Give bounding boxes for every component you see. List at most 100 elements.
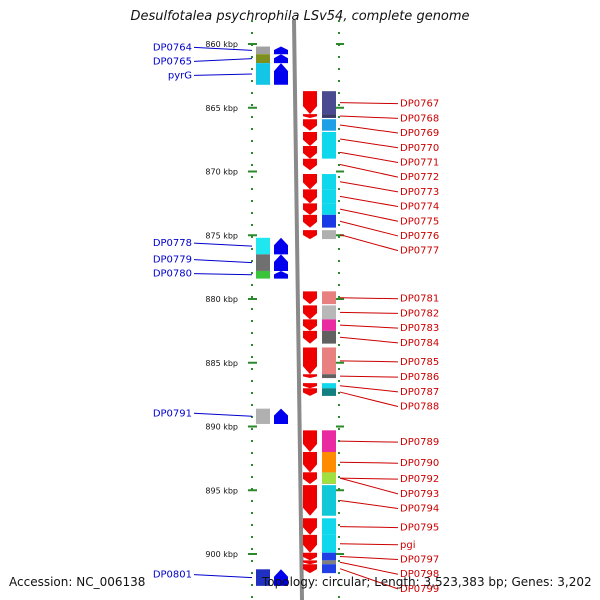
reverse-label-callout [339,234,399,252]
reverse-label-callout [339,124,399,134]
reverse-gene-label: DP0789 [400,437,439,448]
ruler-tick-label: 870 kbp [205,168,238,177]
reverse-gene-label: DP0781 [400,294,439,305]
forward-label-callout [193,412,253,417]
reverse-label-callout [339,138,399,149]
reverse-gene-box [322,305,336,320]
forward-gene-box [256,54,270,64]
reverse-gene-box [322,131,336,146]
reverse-gene-box [322,560,336,565]
reverse-label-callout [339,461,399,464]
forward-gene-box [256,237,270,255]
reverse-label-callout [339,526,399,529]
forward-label-callout [193,259,253,264]
forward-gene-box [256,46,270,55]
reverse-gene-box [322,374,336,379]
reverse-gene-arrow [303,119,317,131]
forward-gene-label: DP0765 [153,56,192,67]
reverse-label-callout [339,220,399,237]
reverse-label-callout [339,543,399,546]
reverse-gene-box [322,91,336,115]
reverse-gene-label: DP0785 [400,357,439,368]
reverse-label-callout [339,163,399,178]
reverse-gene-label: DP0775 [400,216,439,227]
reverse-gene-arrow [303,291,317,305]
reverse-gene-arrow [303,319,317,331]
forward-label-callout [193,58,253,62]
reverse-gene-label: DP0776 [400,231,439,242]
reverse-gene-box [322,518,336,535]
reverse-label-callout [339,208,399,222]
reverse-gene-box [322,485,336,516]
reverse-gene-label: DP0795 [400,523,439,534]
reverse-gene-box [322,534,336,553]
reverse-gene-label: DP0782 [400,308,439,319]
reverse-gene-arrow [303,430,317,452]
reverse-gene-label: DP0770 [400,143,439,154]
reverse-label-callout [339,568,399,590]
reverse-gene-label: DP0773 [400,187,439,198]
reverse-gene-arrow [303,305,317,320]
forward-gene-arrow [274,569,288,586]
reverse-gene-box [322,291,336,305]
reverse-label-callout [339,336,399,344]
reverse-gene-arrow [303,131,317,146]
figure-title: Desulfotalea psychrophila LSv54, complet… [130,9,470,24]
forward-gene-label: DP0779 [153,255,192,266]
reverse-gene-arrow [303,564,317,574]
reverse-label-callout [339,311,399,314]
reverse-gene-arrow [303,114,317,118]
reverse-gene-box [322,319,336,331]
ruler-tick-label: 865 kbp [205,104,238,113]
reverse-gene-label: DP0777 [400,246,439,257]
reverse-gene-box [322,230,336,240]
reverse-gene-arrow [303,174,317,190]
reverse-gene-box [322,347,336,375]
ruler-tick-label: 900 kbp [205,550,238,559]
reverse-label-callout [339,151,399,163]
reverse-gene-arrow [303,91,317,115]
reverse-gene-arrow [303,552,317,561]
forward-label-callout [193,46,253,51]
forward-gene-arrow [274,270,288,279]
reverse-gene-box [322,472,336,484]
reverse-gene-label: DP0793 [400,489,439,500]
reverse-gene-label: DP0772 [400,172,439,183]
reverse-gene-label: DP0794 [400,504,439,515]
reverse-gene-label: DP0787 [400,387,439,398]
forward-gene-arrow [274,408,288,424]
forward-label-callout [193,242,253,247]
reverse-gene-box [322,430,336,452]
reverse-gene-label: DP0784 [400,338,439,349]
reverse-gene-arrow [303,383,317,389]
accession-label: Accession: NC_006138 [9,575,146,589]
forward-gene-label: pyrG [168,70,192,81]
reverse-gene-arrow [303,560,317,565]
reverse-gene-arrow [303,330,317,344]
reverse-gene-box [322,146,336,159]
reverse-gene-label: DP0799 [400,584,439,595]
reverse-gene-label: DP0783 [400,323,439,334]
ruler-tick-label: 885 kbp [205,359,238,368]
forward-label-callout [193,574,253,579]
reverse-gene-label: DP0790 [400,458,439,469]
reverse-label-callout [339,181,399,193]
ruler-tick-label: 875 kbp [205,231,238,240]
reverse-gene-box [322,552,336,561]
reverse-gene-label: pgi [400,540,415,551]
forward-gene-label: DP0791 [153,408,192,419]
reverse-gene-box [322,564,336,574]
reverse-gene-arrow [303,485,317,516]
reverse-gene-arrow [303,388,317,396]
forward-gene-box [256,270,270,279]
reverse-gene-box [322,388,336,396]
forward-gene-arrow [274,254,288,271]
reverse-gene-arrow [303,189,317,204]
reverse-gene-arrow [303,146,317,159]
reverse-label-callout [339,360,399,363]
reverse-label-callout [339,297,399,300]
reverse-gene-arrow [303,472,317,484]
reverse-gene-box [322,114,336,118]
reverse-gene-arrow [303,230,317,240]
